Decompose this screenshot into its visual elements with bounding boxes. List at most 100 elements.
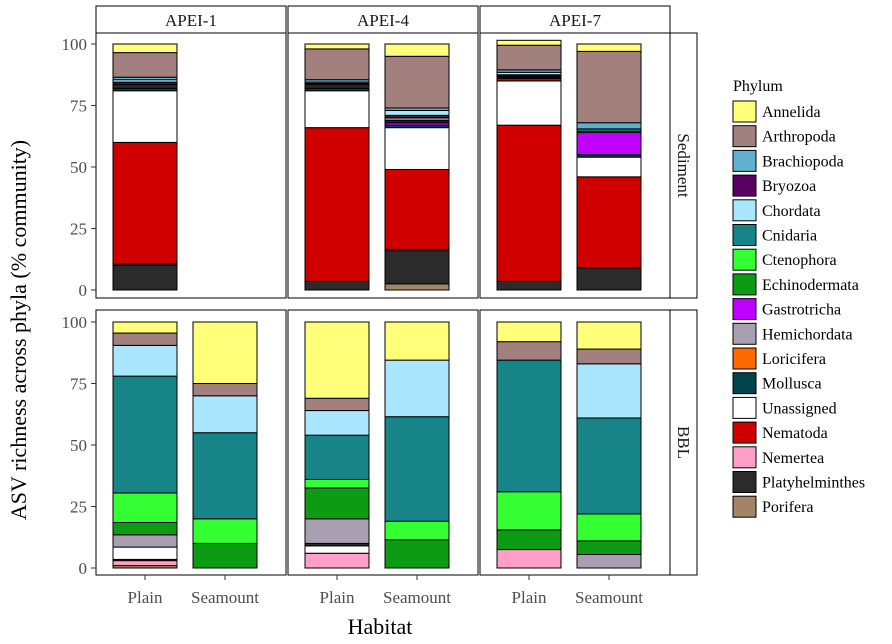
bar-segment-apei-4-sediment-seamount-platyhelminthes — [384, 250, 450, 285]
axes: 0 25 50 75 100 0 25 50 75 100 Plain Seamount Plain Se… — [62, 35, 644, 607]
legend-label-gastrotricha: Gastrotricha — [762, 302, 841, 319]
x-tick-label-apei-7-plain: Plain — [512, 588, 547, 607]
bar-segment-apei-1-sediment-plain-platyhelminthes — [112, 264, 178, 291]
legend-label-loricifera: Loricifera — [762, 351, 826, 368]
bar-segment-apei-1-bbl-seamount-arthropoda — [192, 383, 258, 397]
legend-swatch-unassigned — [732, 396, 757, 419]
legend-swatch-loricifera — [732, 347, 757, 370]
strip-label-sediment: Sediment — [674, 133, 693, 197]
bar-segment-apei-4-sediment-plain-platyhelminthes — [304, 84, 370, 89]
legend-label-nemertea: Nemertea — [762, 450, 824, 467]
legend-swatch-platyhelminthes — [732, 471, 757, 493]
panels-layer — [95, 32, 671, 576]
bar-segment-apei-7-bbl-seamount-chordata — [576, 363, 642, 419]
legend-label-platyhelminthes: Platyhelminthes — [762, 475, 865, 492]
legend-label-bryozoa: Bryozoa — [762, 178, 816, 195]
bar-segment-apei-7-bbl-plain-annelida — [496, 321, 562, 343]
bar-segment-apei-4-bbl-seamount-ctenophora — [384, 520, 450, 541]
bar-segment-apei-4-bbl-plain-chordata — [304, 410, 370, 436]
x-axis-title: Habitat — [348, 614, 413, 639]
bar-segment-apei-1-bbl-plain-hemichordata — [112, 534, 178, 548]
bar-segment-apei-7-bbl-plain-echinodermata — [496, 529, 562, 551]
bar-segment-apei-1-bbl-plain-echinodermata — [112, 521, 178, 536]
bar-segment-apei-1-bbl-plain-annelida — [112, 321, 178, 334]
legend-swatch-nematoda — [732, 421, 757, 444]
bar-segment-apei-4-bbl-seamount-echinodermata — [384, 539, 450, 569]
strip-apei-4 — [287, 5, 479, 34]
x-tick-label-apei-1-plain: Plain — [128, 588, 163, 607]
bar-segment-apei-4-bbl-plain-arthropoda — [304, 397, 370, 412]
bar-segment-apei-4-sediment-seamount-porifera — [384, 283, 450, 291]
bar-segment-apei-4-bbl-plain-annelida — [304, 321, 370, 399]
bar-segment-apei-4-bbl-plain-echinodermata — [304, 487, 370, 520]
legend-swatch-brachiopoda — [732, 149, 757, 172]
legend: Phylum Annelida Arthropoda Brachiopoda Bryo… — [732, 78, 865, 518]
bar-segment-apei-7-sediment-plain-annelida — [496, 39, 562, 46]
legend-swatch-cnidaria — [732, 224, 757, 246]
x-tick-label-apei-1-seamount: Seamount — [191, 588, 259, 607]
strip-apei-7 — [479, 5, 671, 34]
facet-strips: APEI-1 APEI-4 APEI-7 Sediment BBL — [95, 5, 698, 576]
bar-segment-apei-7-bbl-plain-arthropoda — [496, 341, 562, 361]
bar-segment-apei-1-bbl-plain-nemertea — [112, 560, 178, 567]
bar-segment-apei-7-sediment-seamount-gastrotricha — [576, 132, 642, 156]
bar-segment-apei-1-sediment-plain-annelida — [112, 43, 178, 54]
y-tick-label-sediment-25: 25 — [70, 220, 87, 239]
bar-segment-apei-1-bbl-seamount-chordata — [192, 395, 258, 434]
bar-segment-apei-1-bbl-seamount-ctenophora — [192, 518, 258, 544]
legend-label-mollusca: Mollusca — [762, 376, 822, 393]
bar-segment-apei-7-bbl-plain-ctenophora — [496, 491, 562, 531]
bar-segment-apei-7-sediment-plain-platyhelminthes — [496, 280, 562, 291]
bar-segment-apei-4-sediment-plain-platyhelminthes — [304, 280, 370, 291]
bar-segment-apei-1-bbl-seamount-annelida — [192, 321, 258, 384]
legend-swatch-ctenophora — [732, 248, 757, 271]
bar-segment-apei-7-bbl-seamount-annelida — [576, 321, 642, 350]
legend-label-unassigned: Unassigned — [762, 400, 837, 417]
strip-sediment — [669, 32, 698, 299]
x-tick-label-apei-4-plain: Plain — [320, 588, 355, 607]
bar-segment-apei-7-bbl-plain-cnidaria — [496, 359, 562, 493]
bar-segment-apei-7-sediment-seamount-annelida — [576, 43, 642, 52]
legend-label-arthropoda: Arthropoda — [762, 129, 836, 146]
bar-segment-apei-4-bbl-seamount-cnidaria — [384, 416, 450, 522]
y-axis-title: ASV richness across phyla (% community) — [6, 140, 31, 520]
strip-label-apei-4: APEI-4 — [357, 11, 409, 30]
y-tick-label-bbl-25: 25 — [70, 498, 87, 517]
legend-swatch-chordata — [732, 199, 757, 222]
bar-segment-apei-4-bbl-plain-ctenophora — [304, 478, 370, 489]
bar-segment-apei-1-sediment-plain-nematoda — [112, 141, 178, 265]
strip-label-apei-7: APEI-7 — [549, 11, 601, 30]
bar-segment-apei-7-bbl-seamount-cnidaria — [576, 417, 642, 515]
y-tick-label-bbl-75: 75 — [70, 375, 87, 394]
bar-segment-apei-4-sediment-seamount-annelida — [384, 43, 450, 57]
bar-segment-apei-7-sediment-seamount-unassigned — [576, 156, 642, 178]
legend-swatch-gastrotricha — [732, 298, 757, 321]
legend-label-ctenophora: Ctenophora — [762, 252, 837, 269]
legend-swatch-mollusca — [732, 372, 757, 395]
bar-segment-apei-4-sediment-seamount-nematoda — [384, 168, 450, 250]
bar-segment-apei-4-bbl-plain-cnidaria — [304, 434, 370, 480]
bar-segment-apei-1-bbl-plain-unassigned — [112, 546, 178, 560]
y-tick-label-sediment-50: 50 — [70, 158, 87, 177]
bar-segment-apei-1-bbl-seamount-cnidaria — [192, 432, 258, 520]
bar-segment-apei-1-sediment-plain-unassigned — [112, 90, 178, 143]
x-tick-label-apei-7-seamount: Seamount — [575, 588, 643, 607]
legend-label-nematoda: Nematoda — [762, 425, 828, 442]
legend-label-hemichordata: Hemichordata — [762, 326, 853, 343]
bar-segment-apei-4-bbl-plain-nemertea — [304, 552, 370, 569]
bar-segment-apei-7-bbl-seamount-echinodermata — [576, 540, 642, 555]
bar-segment-apei-4-bbl-plain-hemichordata — [304, 518, 370, 544]
bar-segment-apei-7-sediment-seamount-brachiopoda — [576, 122, 642, 130]
strip-apei-1 — [95, 5, 287, 34]
legend-swatch-nemertea — [732, 446, 757, 469]
legend-swatch-echinodermata — [732, 273, 757, 296]
legend-label-porifera: Porifera — [762, 499, 814, 516]
legend-swatch-porifera — [732, 495, 757, 518]
bar-segment-apei-1-sediment-plain-platyhelminthes — [112, 84, 178, 89]
bar-segment-apei-4-sediment-plain-nematoda — [304, 127, 370, 282]
bar-segment-apei-7-sediment-seamount-platyhelminthes — [576, 267, 642, 291]
y-tick-label-sediment-75: 75 — [70, 97, 87, 116]
legend-swatch-arthropoda — [732, 125, 757, 148]
bar-segment-apei-1-bbl-plain-chordata — [112, 344, 178, 377]
bar-segment-apei-1-bbl-seamount-echinodermata — [192, 542, 258, 569]
